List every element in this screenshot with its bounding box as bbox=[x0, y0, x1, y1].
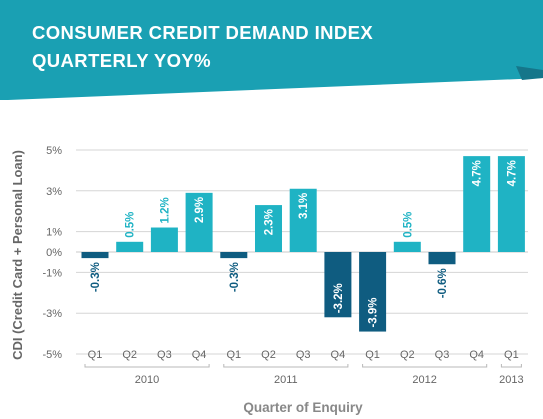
bar-value-label: 0.5% bbox=[125, 212, 137, 238]
year-bracket bbox=[362, 364, 488, 368]
y-tick-label: 0% bbox=[46, 247, 62, 259]
x-axis-title: Quarter of Enquiry bbox=[243, 400, 363, 415]
y-tick-label: 1% bbox=[46, 227, 62, 239]
x-tick-label: Q1 bbox=[365, 349, 380, 361]
bar-value-label: -3.9% bbox=[368, 298, 380, 328]
bar-value-label: -0.3% bbox=[90, 262, 102, 292]
bar-value-label: 4.7% bbox=[506, 160, 518, 186]
bar bbox=[185, 192, 213, 252]
bar bbox=[220, 252, 248, 259]
x-tick-label: Q1 bbox=[504, 349, 519, 361]
title-banner bbox=[0, 0, 543, 100]
y-tick-label: -3% bbox=[42, 308, 62, 320]
y-tick-label: -1% bbox=[42, 267, 62, 279]
bar bbox=[289, 188, 317, 252]
y-axis-title: CDI (Credit Card + Personal Loan) bbox=[10, 150, 25, 360]
y-tick-label: 5% bbox=[46, 145, 62, 157]
x-tick-label: Q3 bbox=[296, 349, 311, 361]
year-bracket bbox=[84, 364, 210, 368]
x-tick-label: Q2 bbox=[400, 349, 415, 361]
x-tick-label: Q1 bbox=[88, 349, 103, 361]
bar bbox=[463, 156, 491, 252]
bar-value-label: -0.6% bbox=[437, 268, 449, 298]
year-bracket bbox=[223, 364, 349, 368]
bar-value-label: 2.3% bbox=[264, 209, 276, 235]
year-label: 2013 bbox=[499, 374, 523, 386]
bar bbox=[255, 205, 282, 252]
x-tick-label: Q4 bbox=[469, 349, 484, 361]
y-tick-label: -5% bbox=[42, 349, 62, 361]
bar bbox=[324, 252, 352, 318]
banner-fold bbox=[516, 66, 543, 80]
bar bbox=[428, 252, 456, 265]
x-tick-label: Q3 bbox=[435, 349, 450, 361]
bar-value-label: -0.3% bbox=[229, 262, 241, 292]
year-bracket bbox=[500, 364, 522, 368]
bar-value-label: 1.2% bbox=[159, 197, 171, 223]
bar-value-label: 2.9% bbox=[194, 197, 206, 223]
x-tick-label: Q3 bbox=[157, 349, 172, 361]
bar-value-label: -3.2% bbox=[333, 283, 345, 313]
bar bbox=[393, 241, 421, 252]
y-tick-label: 3% bbox=[46, 186, 62, 198]
bar bbox=[150, 227, 178, 252]
year-label: 2011 bbox=[274, 374, 298, 386]
x-tick-label: Q1 bbox=[226, 349, 241, 361]
x-tick-label: Q2 bbox=[122, 349, 137, 361]
bar bbox=[116, 241, 144, 252]
x-tick-label: Q4 bbox=[192, 349, 207, 361]
chart-title-line-1: CONSUMER CREDIT DEMAND INDEX bbox=[32, 22, 374, 43]
bar bbox=[359, 252, 387, 332]
bar-value-label: 4.7% bbox=[472, 160, 484, 186]
chart-title-line-2: QUARTERLY YOY% bbox=[32, 50, 212, 71]
bar-value-label: 0.5% bbox=[402, 212, 414, 238]
banner-background bbox=[0, 0, 543, 100]
x-tick-label: Q4 bbox=[331, 349, 346, 361]
bar bbox=[81, 252, 109, 259]
year-label: 2010 bbox=[135, 374, 159, 386]
bar-value-label: 3.1% bbox=[298, 193, 310, 219]
bar bbox=[497, 156, 525, 252]
year-label: 2012 bbox=[412, 374, 436, 386]
x-tick-label: Q2 bbox=[261, 349, 276, 361]
